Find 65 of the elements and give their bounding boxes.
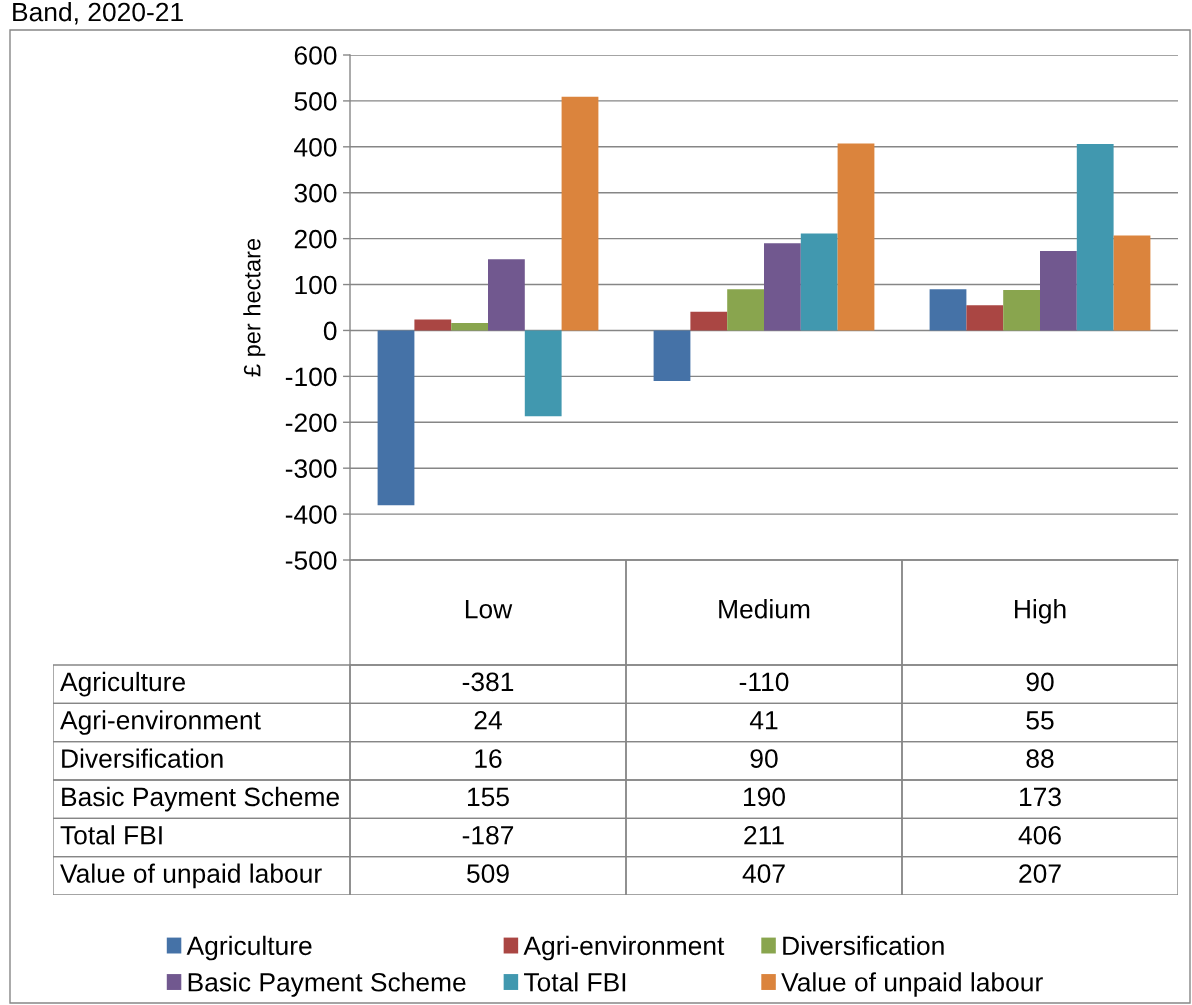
y-axis-title: £ per hectare [243, 238, 266, 377]
bar [1113, 235, 1151, 331]
bar [561, 96, 599, 331]
text: Value of unpaid labour [60, 863, 322, 889]
text: Total FBI [60, 825, 162, 845]
legend-label: Value of unpaid labour [781, 972, 1043, 997]
data-label: 88 [1026, 749, 1054, 768]
bar [966, 305, 1004, 331]
bar [653, 330, 691, 381]
data-label: -110 [739, 672, 789, 692]
bar [1076, 144, 1114, 331]
data-label: 90 [1026, 672, 1054, 692]
y-tick-label: 600 [294, 46, 337, 65]
legend-label: Basic Payment Scheme [188, 972, 466, 997]
bar [524, 330, 562, 417]
data-label: 155 [468, 787, 509, 807]
y-tick-label: -100 [285, 367, 337, 387]
legend-label: Diversification [783, 935, 944, 956]
data-label: 173 [1020, 787, 1061, 807]
y-tick-label: -300 [285, 459, 337, 478]
text: Diversification [62, 748, 223, 768]
y-tick-label: 500 [294, 92, 337, 111]
data-label: 55 [1026, 711, 1054, 730]
legend-label: Total FBI [524, 972, 626, 992]
y-tick-label: 200 [294, 229, 337, 249]
legend-label: Agri-environment [523, 935, 725, 961]
data-label: 407 [742, 864, 785, 883]
y-tick-label: -400 [285, 505, 337, 524]
x-tick-label: High [1015, 599, 1066, 624]
bar [764, 243, 801, 331]
y-tick-label: 100 [295, 275, 337, 295]
bar [837, 143, 875, 331]
bar [800, 233, 838, 331]
data-label: 41 [749, 711, 778, 730]
bar [488, 259, 525, 331]
text: Agri-environment [60, 710, 261, 735]
data-label: 190 [744, 787, 785, 807]
text: Band, 2020-21 [13, 2, 183, 25]
y-tick-label: 0 [323, 321, 337, 341]
x-tick-label: Low [465, 600, 513, 619]
text: Basic Payment Scheme [62, 786, 339, 812]
legend-label: Agriculture [186, 935, 312, 961]
bar [690, 311, 728, 331]
data-label: 16 [475, 749, 502, 768]
bar [727, 289, 764, 331]
y-tick-label: 400 [294, 137, 337, 157]
data-label: 509 [467, 864, 509, 883]
bar [414, 319, 452, 331]
y-tick-label: 300 [294, 183, 337, 203]
bar [1040, 251, 1077, 331]
data-label: -381 [462, 672, 514, 692]
data-label: 211 [744, 825, 784, 845]
data-label: 24 [474, 710, 502, 730]
text: Agriculture [60, 671, 185, 697]
x-tick-label: Medium [719, 599, 810, 619]
data-label: 406 [1018, 825, 1061, 845]
bar [451, 323, 488, 331]
bar [929, 289, 967, 331]
bar [377, 330, 415, 506]
data-label: 207 [1019, 864, 1061, 883]
y-tick-label: -500 [285, 551, 337, 570]
y-tick-label: -200 [285, 413, 337, 433]
bar [1003, 290, 1040, 331]
data-label: -187 [462, 825, 514, 845]
data-label: 90 [750, 749, 778, 768]
